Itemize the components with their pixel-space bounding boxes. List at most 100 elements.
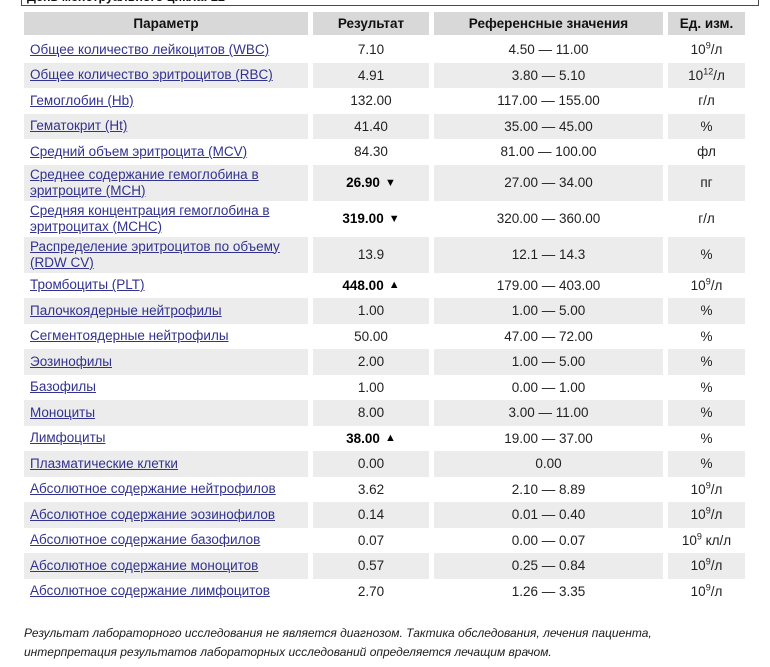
result-cell: 2.00 — [313, 349, 429, 375]
arrow-down-icon: ▼ — [388, 212, 400, 225]
result-cell: 4.91 — [313, 62, 429, 88]
unit-cell: % — [668, 426, 745, 452]
unit-value: 1012/л — [688, 66, 725, 83]
reference-cell: 35.00 — 45.00 — [434, 113, 663, 139]
cycle-day-field: День менструального цикла: 22 — [21, 0, 759, 6]
parameter-link[interactable]: Средний объем эритроцита (MCV) — [30, 143, 248, 159]
result-value: 0.00 — [357, 456, 385, 472]
result-cell: 0.57 — [313, 553, 429, 579]
reference-range: 47.00 — 72.00 — [504, 328, 593, 344]
reference-range: 320.00 — 360.00 — [496, 211, 601, 226]
arrow-up-icon: ▲ — [388, 279, 400, 292]
result-cell: 448.00 ▲ — [313, 273, 429, 299]
unit-value: 109/л — [690, 505, 723, 523]
table-row: Средняя концентрация гемоглобина в эритр… — [24, 201, 745, 237]
parameter-link[interactable]: Абсолютное содержание эозинофилов — [30, 506, 276, 522]
reference-cell: 0.25 — 0.84 — [434, 553, 663, 579]
parameter-cell: Абсолютное содержание моноцитов — [24, 553, 308, 579]
table-row: Общее количество эритроцитов (RBC) 4.91 3.… — [24, 62, 745, 88]
result-cell: 0.14 — [313, 502, 429, 528]
reference-cell: 179.00 — 403.00 — [434, 273, 663, 299]
unit-cell: % — [668, 298, 745, 324]
unit-cell: 109/л — [668, 477, 745, 503]
unit-cell: 109/л — [668, 273, 745, 299]
parameter-link[interactable]: Общее количество эритроцитов (RBC) — [30, 67, 273, 83]
reference-cell: 1.26 — 3.35 — [434, 579, 663, 605]
result-cell: 1.00 — [313, 375, 429, 401]
unit-value: % — [700, 456, 713, 472]
reference-cell: 117.00 — 155.00 — [434, 88, 663, 114]
parameter-link[interactable]: Абсолютное содержание лимфоцитов — [30, 583, 270, 599]
parameter-link[interactable]: Гемоглобин (Hb) — [30, 92, 134, 108]
reference-cell: 2.10 — 8.89 — [434, 477, 663, 503]
parameter-cell: Тромбоциты (PLT) — [24, 273, 308, 299]
table-row: Моноциты 8.00 3.00 — 11.00% — [24, 400, 745, 426]
unit-cell: 109/л — [668, 502, 745, 528]
unit-value: 109/л — [690, 556, 723, 574]
reference-cell: 3.80 — 5.10 — [434, 62, 663, 88]
reference-cell: 0.00 — [434, 451, 663, 477]
reference-cell: 0.01 — 0.40 — [434, 502, 663, 528]
parameter-link[interactable]: Плазматические клетки — [30, 455, 178, 471]
reference-range: 3.00 — 11.00 — [508, 405, 589, 421]
parameter-link[interactable]: Тромбоциты (PLT) — [30, 277, 145, 293]
reference-range: 1.00 — 5.00 — [511, 354, 586, 370]
parameter-link[interactable]: Палочкоядерные нейтрофилы — [30, 302, 222, 318]
result-cell: 41.40 — [313, 113, 429, 139]
disclaimer-text: Результат лабораторного исследования не … — [24, 626, 652, 659]
reference-cell: 27.00 — 34.00 — [434, 164, 663, 201]
reference-range: 35.00 — 45.00 — [504, 118, 593, 134]
result-cell: 319.00 ▼ — [313, 201, 429, 237]
result-value: 1.00 — [357, 303, 385, 319]
parameter-link[interactable]: Лимфоциты — [30, 430, 106, 446]
table-row: Абсолютное содержание нейтрофилов 3.62 2.1… — [24, 477, 745, 503]
result-value: 0.07 — [357, 532, 385, 548]
unit-value: пг — [700, 175, 713, 190]
result-value: 26.90 — [346, 175, 380, 190]
reference-cell: 320.00 — 360.00 — [434, 201, 663, 237]
result-cell: 1.00 — [313, 298, 429, 324]
unit-cell: г/л — [668, 88, 745, 114]
parameter-link[interactable]: Общее количество лейкоцитов (WBC) — [30, 41, 270, 57]
header-parameter: Параметр — [24, 12, 308, 35]
parameter-link[interactable]: Абсолютное содержание моноцитов — [30, 557, 259, 573]
table-row: Абсолютное содержание эозинофилов 0.14 0.0… — [24, 502, 745, 528]
parameter-link[interactable]: Сегментоядерные нейтрофилы — [30, 328, 229, 344]
reference-cell: 81.00 — 100.00 — [434, 139, 663, 165]
parameter-link[interactable]: Базофилы — [30, 379, 96, 395]
result-value: 7.10 — [357, 42, 385, 58]
parameter-link[interactable]: Распределение эритроцитов по объему (RDW… — [30, 238, 280, 270]
unit-cell: 1012/л — [668, 62, 745, 88]
result-cell: 0.07 — [313, 528, 429, 554]
parameter-link[interactable]: Абсолютное содержание базофилов — [30, 532, 261, 548]
parameter-cell: Плазматические клетки — [24, 451, 308, 477]
unit-value: 109/л — [690, 40, 723, 58]
parameter-link[interactable]: Гематокрит (Ht) — [30, 118, 128, 134]
table-body: Общее количество лейкоцитов (WBC) 7.10 4.5… — [24, 37, 745, 604]
result-cell: 50.00 — [313, 324, 429, 350]
parameter-cell: Сегментоядерные нейтрофилы — [24, 324, 308, 350]
result-cell: 26.90 ▼ — [313, 164, 429, 201]
parameter-cell: Распределение эритроцитов по объему (RDW… — [24, 236, 308, 273]
reference-cell: 3.00 — 11.00 — [434, 400, 663, 426]
result-cell: 38.00 ▲ — [313, 426, 429, 452]
parameter-link[interactable]: Моноциты — [30, 404, 96, 420]
unit-cell: пг — [668, 164, 745, 201]
parameter-link[interactable]: Эозинофилы — [30, 353, 112, 369]
unit-cell: % — [668, 375, 745, 401]
reference-range: 0.00 — 1.00 — [511, 379, 586, 395]
parameter-link[interactable]: Средняя концентрация гемоглобина в эритр… — [30, 202, 270, 234]
unit-value: 109/л — [690, 276, 723, 293]
unit-cell: 109/л — [668, 553, 745, 579]
parameter-cell: Среднее содержание гемоглобина в эритроц… — [24, 164, 308, 201]
parameter-cell: Средняя концентрация гемоглобина в эритр… — [24, 201, 308, 237]
reference-range: 1.00 — 5.00 — [511, 303, 586, 319]
header-result: Результат — [313, 12, 429, 35]
table-row: Гемоглобин (Hb) 132.00 117.00 — 155.00 г/л — [24, 88, 745, 114]
unit-value: % — [700, 247, 713, 262]
parameter-link[interactable]: Среднее содержание гемоглобина в эритроц… — [30, 166, 259, 198]
result-cell: 0.00 — [313, 451, 429, 477]
parameter-link[interactable]: Абсолютное содержание нейтрофилов — [30, 481, 276, 497]
result-value: 0.57 — [357, 558, 385, 574]
result-value: 8.00 — [357, 405, 385, 421]
